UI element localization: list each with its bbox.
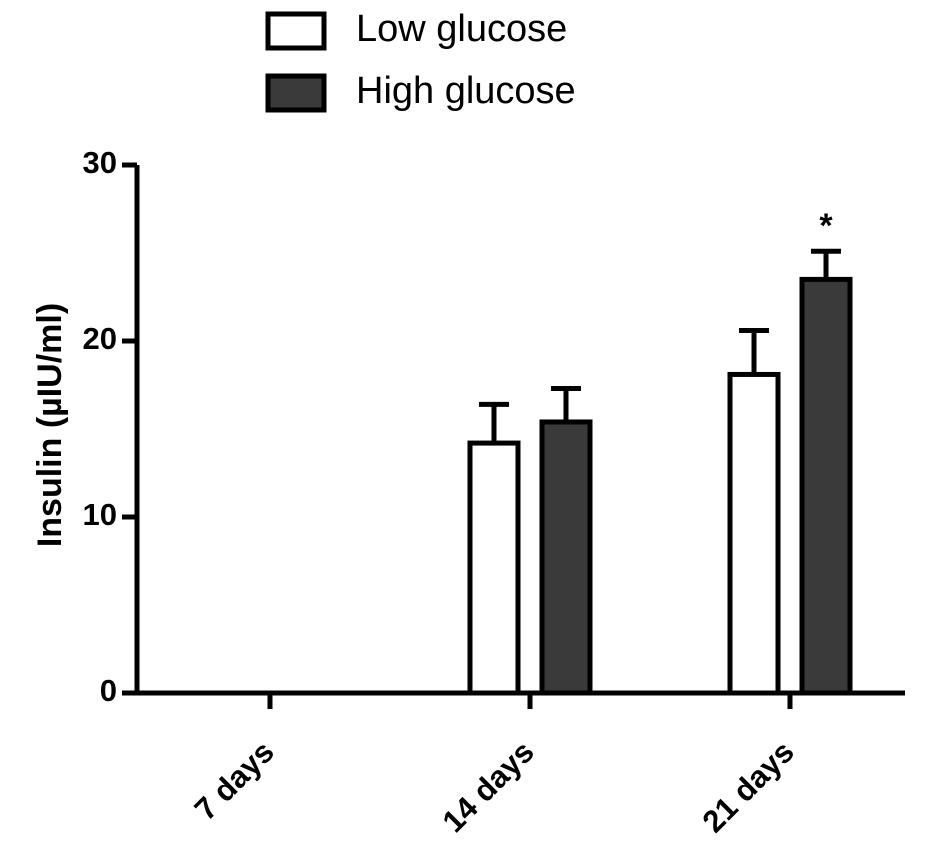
- legend: Low glucose High glucose: [265, 8, 576, 113]
- y-tick-label: 30: [83, 145, 117, 180]
- bar-low-glucose-14-days: [467, 440, 521, 696]
- significance-marker: *: [819, 207, 833, 245]
- y-tick-label: 0: [100, 673, 117, 708]
- legend-swatch: [265, 73, 327, 113]
- legend-swatch: [265, 11, 327, 51]
- legend-label: High glucose: [356, 70, 576, 112]
- x-tick-label: 7 days: [188, 734, 281, 827]
- bar-high-glucose-14-days: [539, 419, 593, 696]
- x-tick-label: 14 days: [436, 734, 541, 839]
- annotations: *: [819, 207, 833, 245]
- bar-low-glucose-21-days: [727, 371, 781, 696]
- bars: [467, 248, 853, 696]
- bar-high-glucose-21-days: [799, 276, 853, 696]
- x-tick-label: 21 days: [696, 734, 801, 839]
- y-tick-label: 10: [83, 497, 117, 532]
- y-axis-label: Insulin (µIU/ml): [31, 303, 69, 547]
- legend-label: Low glucose: [356, 8, 567, 50]
- y-tick-label: 20: [83, 321, 117, 356]
